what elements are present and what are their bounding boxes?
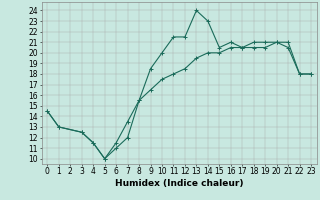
X-axis label: Humidex (Indice chaleur): Humidex (Indice chaleur) <box>115 179 244 188</box>
